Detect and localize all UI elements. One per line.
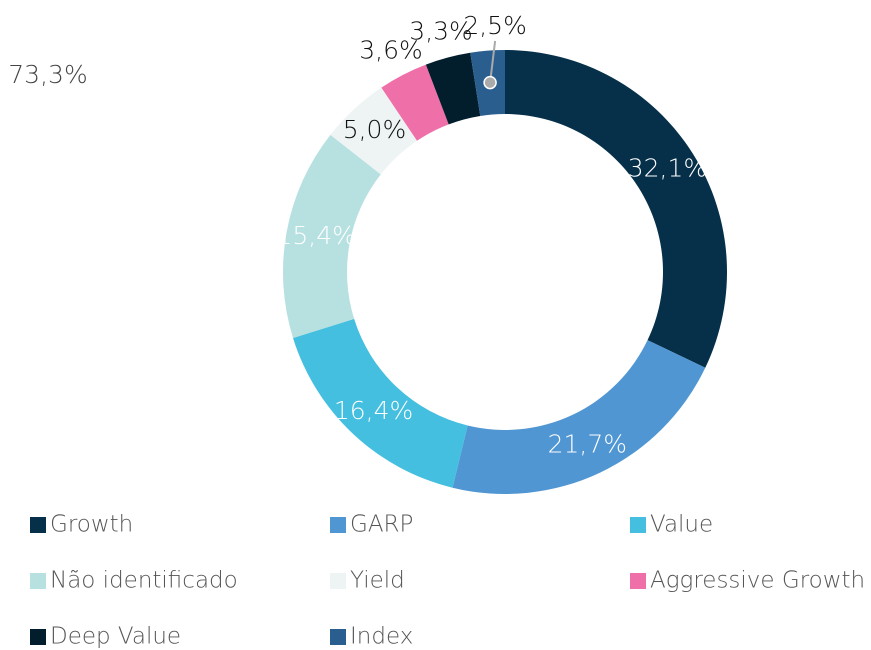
data-label: 32,1% bbox=[628, 154, 707, 183]
legend-label: Yield bbox=[350, 568, 405, 594]
legend-swatch bbox=[330, 573, 346, 589]
legend-label: Não identificado bbox=[50, 568, 238, 594]
legend-swatch bbox=[30, 573, 46, 589]
legend-label: Aggressive Growth bbox=[650, 568, 865, 594]
data-label: 21,7% bbox=[548, 429, 627, 458]
slice bbox=[505, 50, 727, 368]
data-label: 16,4% bbox=[334, 396, 413, 425]
leader-dot bbox=[483, 75, 497, 90]
slice bbox=[293, 318, 468, 488]
slice bbox=[425, 52, 481, 125]
legend-swatch bbox=[630, 517, 646, 533]
legend-swatch bbox=[30, 629, 46, 645]
legend-swatch bbox=[30, 517, 46, 533]
data-label: 5,0% bbox=[343, 115, 407, 144]
data-label: 3,6% bbox=[359, 36, 423, 65]
data-label: 3,3% bbox=[409, 16, 473, 45]
slice bbox=[452, 340, 706, 495]
annotation: 73,3% bbox=[8, 60, 87, 89]
legend-label: GARP bbox=[350, 512, 413, 538]
leader-line bbox=[489, 40, 497, 83]
legend-label: Deep Value bbox=[50, 624, 181, 650]
legend-label: Value bbox=[650, 512, 713, 538]
legend-swatch bbox=[630, 573, 646, 589]
legend-label: Growth bbox=[50, 512, 133, 538]
legend-label: Index bbox=[350, 624, 413, 650]
legend-swatch bbox=[330, 629, 346, 645]
slice bbox=[330, 87, 418, 175]
slice bbox=[283, 134, 381, 338]
slice bbox=[381, 64, 449, 141]
data-label: 2,5% bbox=[463, 11, 527, 40]
data-label: 15,4% bbox=[276, 221, 355, 250]
legend-swatch bbox=[330, 517, 346, 533]
